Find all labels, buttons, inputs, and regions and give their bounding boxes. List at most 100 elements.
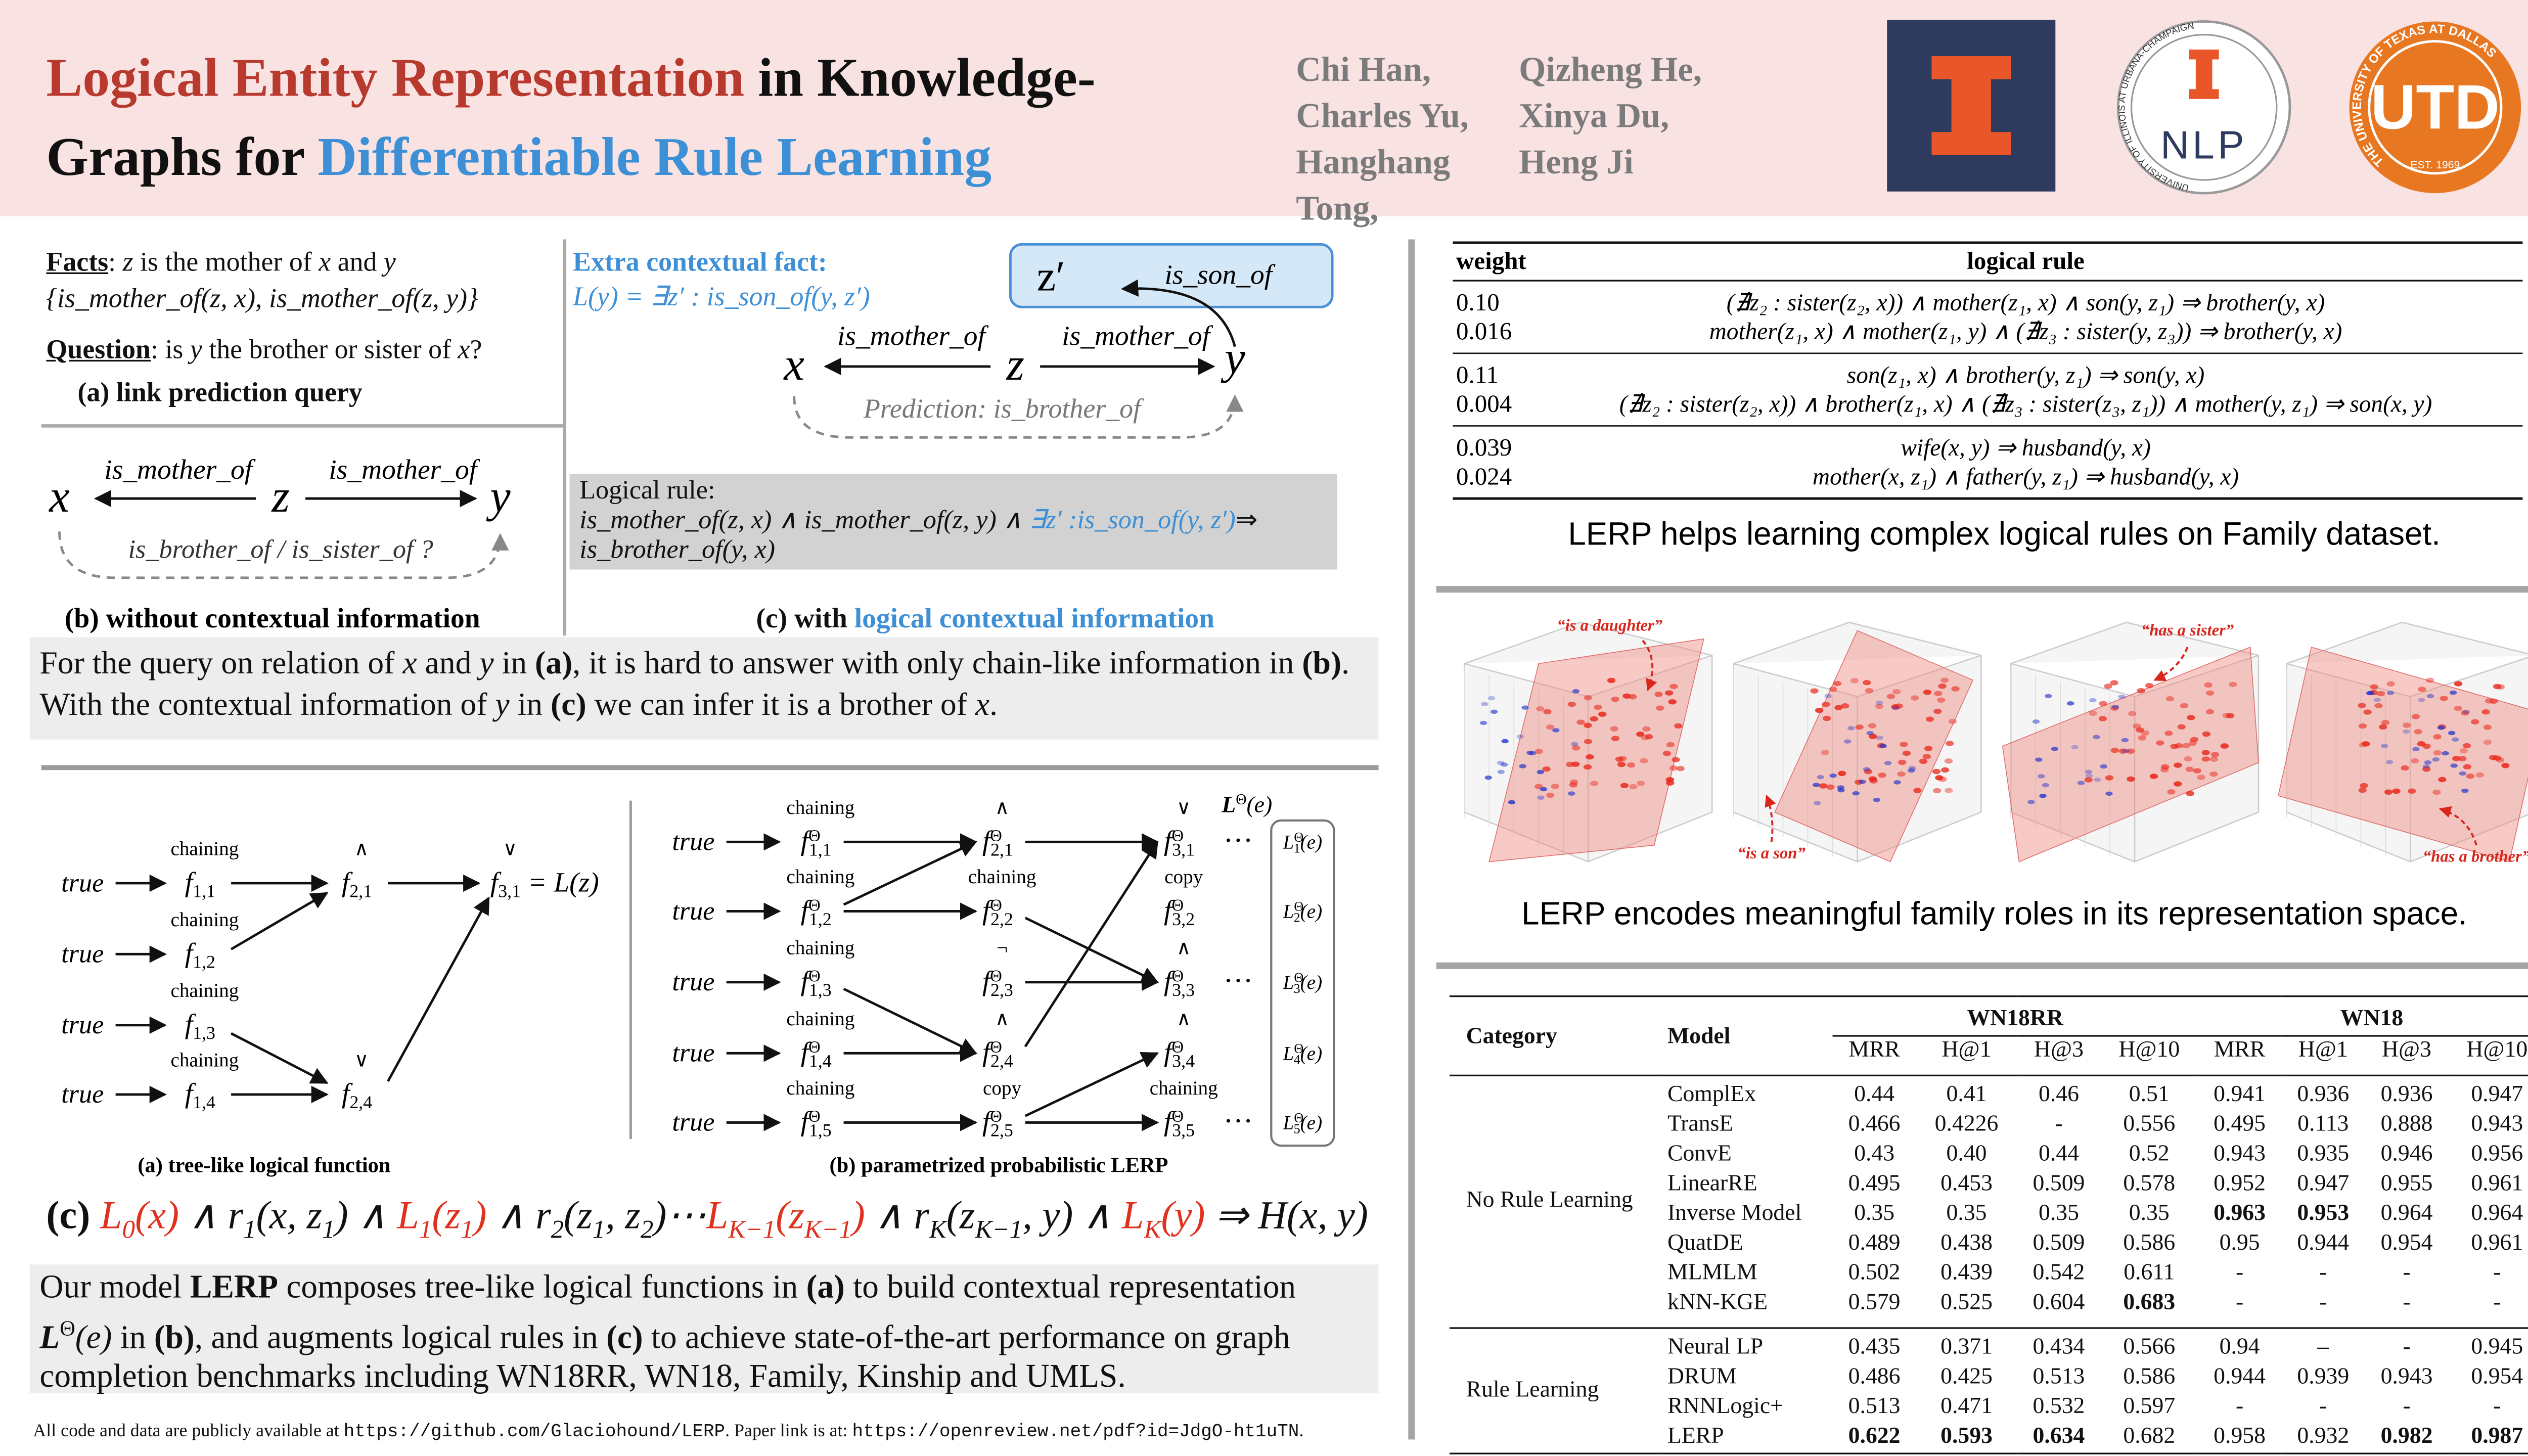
red-point [2466, 774, 2475, 779]
blue-point [1873, 798, 1881, 802]
function-node: fΘ 3,3 [1164, 966, 1195, 1000]
plot-3d [1464, 621, 1713, 862]
superscript: Θ [1294, 899, 1303, 914]
red-point [1584, 722, 1592, 729]
operator: chaining [786, 866, 854, 888]
blue-point [1484, 776, 1492, 780]
red-point [2402, 722, 2411, 728]
text-run: (c) [551, 688, 586, 723]
subscript: 1 [1294, 841, 1300, 855]
rule-formula: wife(x, y) ⇒ husband(y, x) [1901, 435, 2150, 461]
value-cell: 0.963 [2214, 1202, 2266, 1227]
subscript: 3,5 [1172, 1120, 1195, 1141]
value-cell: - [2281, 1289, 2365, 1329]
value-cell: 0.502 [1848, 1261, 1901, 1286]
data-row: MLMLM 0.502 0.439 0.542 0.611 - - - - [1450, 1259, 2528, 1289]
value-cell: 0.579 [1832, 1289, 1916, 1329]
value-cell: 0.532 [2033, 1395, 2085, 1420]
blue-point [1812, 783, 1820, 787]
blue-point [1516, 734, 1524, 739]
text-run: (x) [135, 1195, 179, 1238]
text-run: (z [776, 1195, 804, 1238]
text-run: y [190, 333, 202, 365]
decision-plane [1774, 630, 1974, 862]
arrow [1024, 917, 1159, 984]
table-header: weight [1456, 247, 1526, 275]
operator: chaining [786, 937, 854, 959]
red-point [1940, 677, 1949, 683]
value-cell: - [2319, 1261, 2327, 1286]
blue-point [1488, 696, 1496, 701]
text-run: Logical Entity Representation [46, 49, 745, 109]
superscript: Θ [1294, 1041, 1303, 1056]
model-cell: QuatDE [1667, 1231, 1743, 1256]
red-point [1944, 758, 1953, 764]
red-point [1656, 705, 1664, 711]
blue-point [2051, 747, 2059, 751]
value-cell: 0.40 [1946, 1142, 1987, 1167]
text-run: x [975, 688, 990, 723]
value-cell: 0.593 [1940, 1424, 1993, 1449]
text-run: )⋯ [653, 1195, 706, 1238]
red-point [1913, 788, 1922, 793]
red-point [2401, 765, 2409, 771]
blue-point [2412, 747, 2420, 751]
red-point [2358, 703, 2366, 708]
value-cell: 0.943 [2214, 1142, 2266, 1167]
red-point [2202, 731, 2211, 737]
nlp-ring [2130, 33, 2278, 181]
function-node: fΘ 2,1 [982, 826, 1013, 860]
superscript: Θ [990, 967, 1002, 985]
question: Question: is y the brother or sister of … [46, 332, 482, 368]
model-cell: DRUM [1667, 1365, 1737, 1390]
value-cell: 0.947 [2297, 1172, 2350, 1197]
model-cell: MLMLM [1667, 1261, 1757, 1286]
nlp-text: NLP [2160, 122, 2247, 167]
text-run: ⇒ [1235, 507, 1258, 535]
text-run: L [100, 1195, 122, 1238]
input: true [61, 868, 104, 897]
poster-title: Logical Entity Representation in Knowled… [46, 39, 1202, 198]
subscript: 5 [1294, 1121, 1300, 1136]
blue-point [1879, 744, 1887, 748]
blue-point [1829, 774, 1837, 778]
text-run: (c) with [756, 602, 854, 634]
value-cell: - [2493, 1395, 2501, 1420]
output: LΘ 2(e) [1283, 899, 1323, 925]
red-point [1590, 781, 1599, 786]
red-point [2463, 764, 2471, 770]
table: Category Model WN18RR WN18 MRR H@1 H@3 H@10 MRR H… [1449, 995, 2528, 1454]
metric-header: H@10 [2100, 1035, 2198, 1076]
red-point [2418, 687, 2426, 692]
red-point [2193, 768, 2201, 774]
results-table: Category Model WN18RR WN18 MRR H@1 H@3 H@10 MRR H… [1449, 995, 2528, 1454]
operator: ∨ [354, 1049, 369, 1071]
text-run: , and augments logical rules in [194, 1319, 607, 1356]
model-cell: LERP [1667, 1424, 1724, 1449]
blue-point [2066, 701, 2074, 706]
red-point [1611, 736, 1620, 741]
red-point [1546, 724, 1555, 730]
equation: (c) L0(x) ∧ r1(x, z1) ∧ L1(z1) ∧ r2(z1, … [46, 1192, 1368, 1246]
plot-3d [1733, 621, 1982, 862]
value-cell: 0.982 [2380, 1424, 2433, 1449]
red-point [2128, 711, 2137, 716]
value-cell: 0.944 [2297, 1231, 2350, 1256]
red-point [2099, 701, 2107, 706]
output-arg: (e) [1300, 1112, 1322, 1133]
blue-point [2089, 698, 2097, 703]
text-run: , z [605, 1195, 641, 1238]
red-point [1620, 783, 1629, 788]
text-run: . [1299, 1421, 1304, 1441]
text-run: (z [432, 1195, 461, 1238]
rule-weight: 0.016 [1456, 317, 1512, 345]
text-run: Θ [60, 1314, 75, 1340]
value-cell: 0.604 [2017, 1289, 2101, 1329]
red-point [2374, 703, 2383, 709]
blue-point [1571, 742, 1578, 747]
red-point [2362, 741, 2370, 747]
red-point [2110, 705, 2119, 711]
value-cell: 0.371 [1940, 1335, 1993, 1360]
text-run: Our model [39, 1269, 190, 1306]
operator: chaining [170, 1049, 239, 1071]
